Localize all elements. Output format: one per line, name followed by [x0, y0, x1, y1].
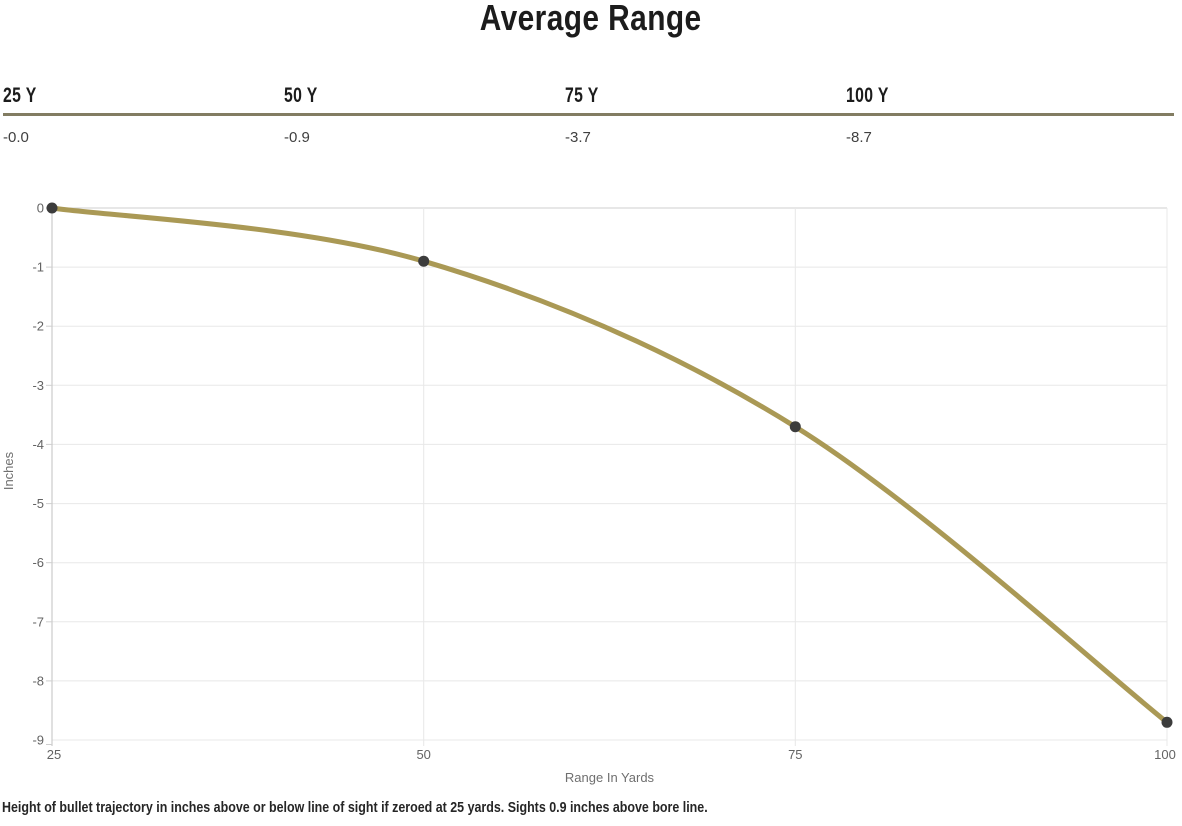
y-tick-label-0: 0: [37, 201, 44, 216]
chart-footnote: Height of bullet trajectory in inches ab…: [2, 799, 852, 816]
summary-header-50y: 50 Y: [284, 84, 318, 107]
summary-header-25y: 25 Y: [3, 84, 37, 107]
y-axis-labels: 0 -1 -2 -3 -4 -5 -6 -7 -8 -9: [32, 201, 44, 748]
summary-value-row: -0.0 -0.9 -3.7 -8.7: [3, 129, 1174, 147]
summary-value-25y: -0.0: [3, 129, 29, 146]
y-tick-label-7: -7: [32, 614, 44, 629]
vertical-gridlines: [423, 208, 1168, 746]
summary-value-50y: -0.9: [284, 129, 310, 146]
data-point-50y[interactable]: [418, 255, 430, 267]
range-summary-table: 25 Y 50 Y 75 Y 100 Y -0.0 -0.9 -3.7 -8.7: [3, 84, 1174, 147]
horizontal-gridlines: [52, 207, 1167, 741]
summary-value-75y: -3.7: [565, 129, 591, 146]
y-tick-label-9: -9: [32, 733, 44, 748]
page-title-text: Average Range: [480, 0, 702, 38]
x-tick-label-25: 25: [47, 747, 61, 762]
chart-footnote-text: Height of bullet trajectory in inches ab…: [2, 799, 708, 816]
x-tick-label-100: 100: [1154, 747, 1176, 762]
y-tick-label-4: -4: [32, 437, 44, 452]
data-point-75y[interactable]: [789, 421, 801, 433]
y-tick-label-6: -6: [32, 555, 44, 570]
y-axis-ticks: [46, 207, 52, 745]
y-tick-label-3: -3: [32, 378, 44, 393]
trajectory-chart: 0 -1 -2 -3 -4 -5 -6 -7 -8 -9 25 50 75 10…: [1, 201, 1176, 786]
trajectory-line: [49, 205, 1170, 725]
y-axis-title: Inches: [1, 451, 16, 490]
x-axis-title: Range In Yards: [565, 770, 655, 785]
y-tick-label-5: -5: [32, 496, 44, 511]
data-points: [46, 202, 1173, 728]
summary-header-75y: 75 Y: [565, 84, 599, 107]
x-axis-labels: 25 50 75 100: [47, 747, 1176, 762]
x-tick-label-75: 75: [788, 747, 802, 762]
y-tick-label-2: -2: [32, 319, 44, 334]
data-point-25y[interactable]: [46, 202, 58, 214]
y-tick-label-1: -1: [32, 260, 44, 275]
summary-header-row: 25 Y 50 Y 75 Y 100 Y: [3, 84, 1174, 107]
data-point-100y[interactable]: [1161, 716, 1173, 728]
x-tick-label-50: 50: [416, 747, 430, 762]
summary-divider: [3, 113, 1174, 116]
summary-value-100y: -8.7: [846, 129, 872, 146]
y-tick-label-8: -8: [32, 673, 44, 688]
page-title: Average Range: [0, 0, 1182, 38]
summary-header-100y: 100 Y: [846, 84, 889, 107]
